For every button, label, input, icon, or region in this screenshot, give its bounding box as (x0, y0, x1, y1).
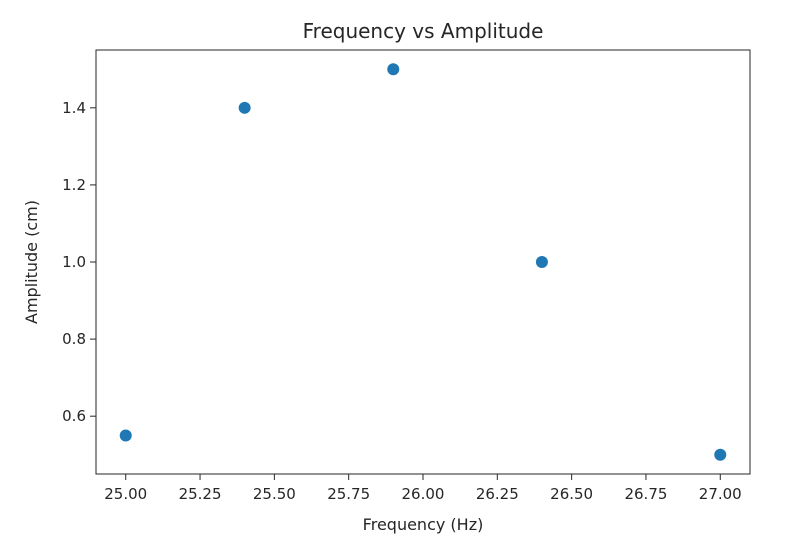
x-tick-label: 27.00 (699, 485, 742, 503)
plot-frame (95, 49, 751, 475)
data-point (714, 448, 727, 461)
y-tick-label: 1.4 (62, 99, 86, 117)
x-tick-label: 26.75 (624, 485, 667, 503)
data-point (535, 256, 548, 268)
data-points (119, 63, 727, 461)
x-tick-label: 26.25 (476, 485, 519, 503)
data-point (387, 63, 400, 76)
x-tick-label: 25.00 (104, 485, 147, 503)
chart-title: Frequency vs Amplitude (303, 19, 544, 43)
y-tick-label: 0.6 (62, 407, 86, 425)
x-tick-label: 26.50 (550, 485, 593, 503)
x-axis-ticks: 25.00 25.25 25.50 25.75 26.00 26.25 26.50 26.75… (104, 474, 742, 503)
data-point (119, 429, 132, 442)
x-tick-label: 25.25 (179, 485, 222, 503)
x-axis-label: Frequency (Hz) (363, 515, 484, 534)
data-point (238, 101, 251, 114)
x-tick-label: 25.50 (253, 485, 296, 503)
y-tick-label: 1.2 (62, 176, 86, 194)
y-tick-label: 0.8 (62, 330, 86, 348)
x-tick-label: 26.00 (402, 485, 445, 503)
x-tick-label: 25.75 (327, 485, 370, 503)
y-axis-ticks: 0.6 0.8 1.0 1.2 1.4 (62, 99, 96, 425)
y-tick-label: 1.0 (62, 253, 86, 271)
y-axis-label: Amplitude (cm) (22, 200, 41, 324)
